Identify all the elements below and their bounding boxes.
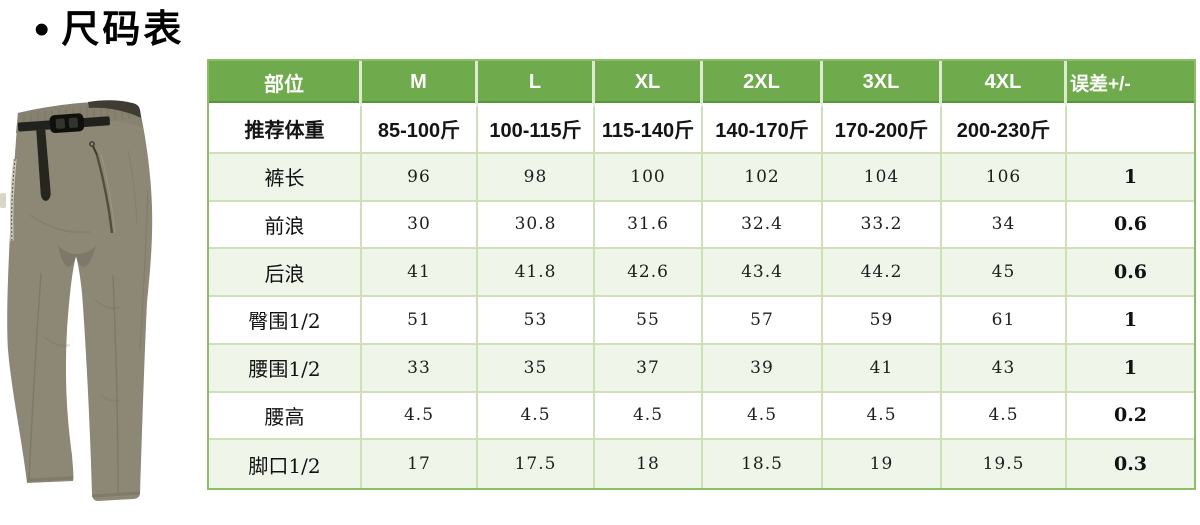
row-label: 推荐体重 (209, 106, 362, 154)
size-value-cell: 170-200斤 (823, 106, 942, 154)
tolerance-column-header: 误差+/- (1067, 61, 1194, 106)
size-value-cell: 106 (942, 153, 1067, 202)
tolerance-value-cell (1067, 106, 1194, 154)
size-column-header: 3XL (823, 61, 942, 106)
tolerance-value-cell: 0.6 (1067, 249, 1194, 297)
size-value-cell: 98 (478, 153, 595, 202)
size-column-header: 4XL (942, 61, 1067, 106)
size-value-cell: 4.5 (595, 392, 703, 441)
size-value-cell: 35 (478, 344, 595, 393)
size-value-cell: 43 (942, 344, 1067, 393)
size-value-cell: 32.4 (703, 201, 823, 250)
pants-photo (0, 100, 153, 501)
row-label: 裤长 (209, 153, 362, 202)
size-value-cell: 31.6 (595, 201, 703, 250)
size-value-cell: 96 (362, 153, 478, 202)
row-label: 前浪 (209, 201, 362, 250)
size-value-cell: 37 (595, 344, 703, 393)
tolerance-value-cell: 0.3 (1067, 440, 1194, 488)
size-value-cell: 33.2 (823, 201, 942, 250)
size-column-header: 部位 (209, 61, 362, 106)
size-table: 部位 M L XL 2XL 3XL 4XL 误差+/- 推荐体重 85-100斤… (207, 59, 1196, 490)
size-value-cell: 41 (823, 344, 942, 393)
size-value-cell: 4.5 (703, 392, 823, 441)
size-column-header: L (478, 61, 595, 106)
size-value-cell: 4.5 (362, 392, 478, 441)
size-value-cell: 45 (942, 249, 1067, 297)
size-value-cell: 4.5 (478, 392, 595, 441)
size-value-cell: 42.6 (595, 249, 703, 297)
size-value-cell: 17 (362, 440, 478, 488)
page-title: • 尺码表 (34, 6, 184, 54)
size-value-cell: 18.5 (703, 440, 823, 488)
size-value-cell: 104 (823, 153, 942, 202)
size-value-cell: 100-115斤 (478, 106, 595, 154)
row-label: 脚口1/2 (209, 440, 362, 488)
size-value-cell: 41.8 (478, 249, 595, 297)
size-value-cell: 4.5 (942, 392, 1067, 441)
product-image (0, 95, 162, 507)
size-value-cell: 61 (942, 297, 1067, 345)
size-value-cell: 18 (595, 440, 703, 488)
size-value-cell: 53 (478, 297, 595, 345)
title-bullet-icon: • (34, 5, 50, 54)
row-label: 腰高 (209, 392, 362, 441)
page-title-text: 尺码表 (61, 9, 185, 51)
size-value-cell: 100 (595, 153, 703, 202)
size-value-cell: 17.5 (478, 440, 595, 488)
row-label: 后浪 (209, 249, 362, 297)
tolerance-value-cell: 1 (1067, 153, 1194, 202)
size-column-header: M (362, 61, 478, 106)
row-label: 腰围1/2 (209, 344, 362, 393)
size-value-cell: 85-100斤 (362, 106, 478, 154)
size-value-cell: 30 (362, 201, 478, 250)
size-value-cell: 51 (362, 297, 478, 345)
tolerance-value-cell: 1 (1067, 344, 1194, 393)
size-column-header: 2XL (703, 61, 823, 106)
size-value-cell: 33 (362, 344, 478, 393)
size-value-cell: 102 (703, 153, 823, 202)
size-column-header: XL (595, 61, 703, 106)
size-value-cell: 140-170斤 (703, 106, 823, 154)
tolerance-value-cell: 1 (1067, 297, 1194, 345)
size-value-cell: 57 (703, 297, 823, 345)
size-value-cell: 19.5 (942, 440, 1067, 488)
size-value-cell: 55 (595, 297, 703, 345)
size-value-cell: 34 (942, 201, 1067, 250)
belt-buckle (17, 113, 110, 201)
size-value-cell: 44.2 (823, 249, 942, 297)
size-value-cell: 19 (823, 440, 942, 488)
size-value-cell: 43.4 (703, 249, 823, 297)
size-value-cell: 4.5 (823, 392, 942, 441)
size-value-cell: 30.8 (478, 201, 595, 250)
tolerance-value-cell: 0.6 (1067, 201, 1194, 250)
size-value-cell: 59 (823, 297, 942, 345)
size-value-cell: 39 (703, 344, 823, 393)
tolerance-value-cell: 0.2 (1067, 392, 1194, 441)
row-label: 臀围1/2 (209, 297, 362, 345)
size-value-cell: 41 (362, 249, 478, 297)
size-value-cell: 200-230斤 (942, 106, 1067, 154)
size-value-cell: 115-140斤 (595, 106, 703, 154)
